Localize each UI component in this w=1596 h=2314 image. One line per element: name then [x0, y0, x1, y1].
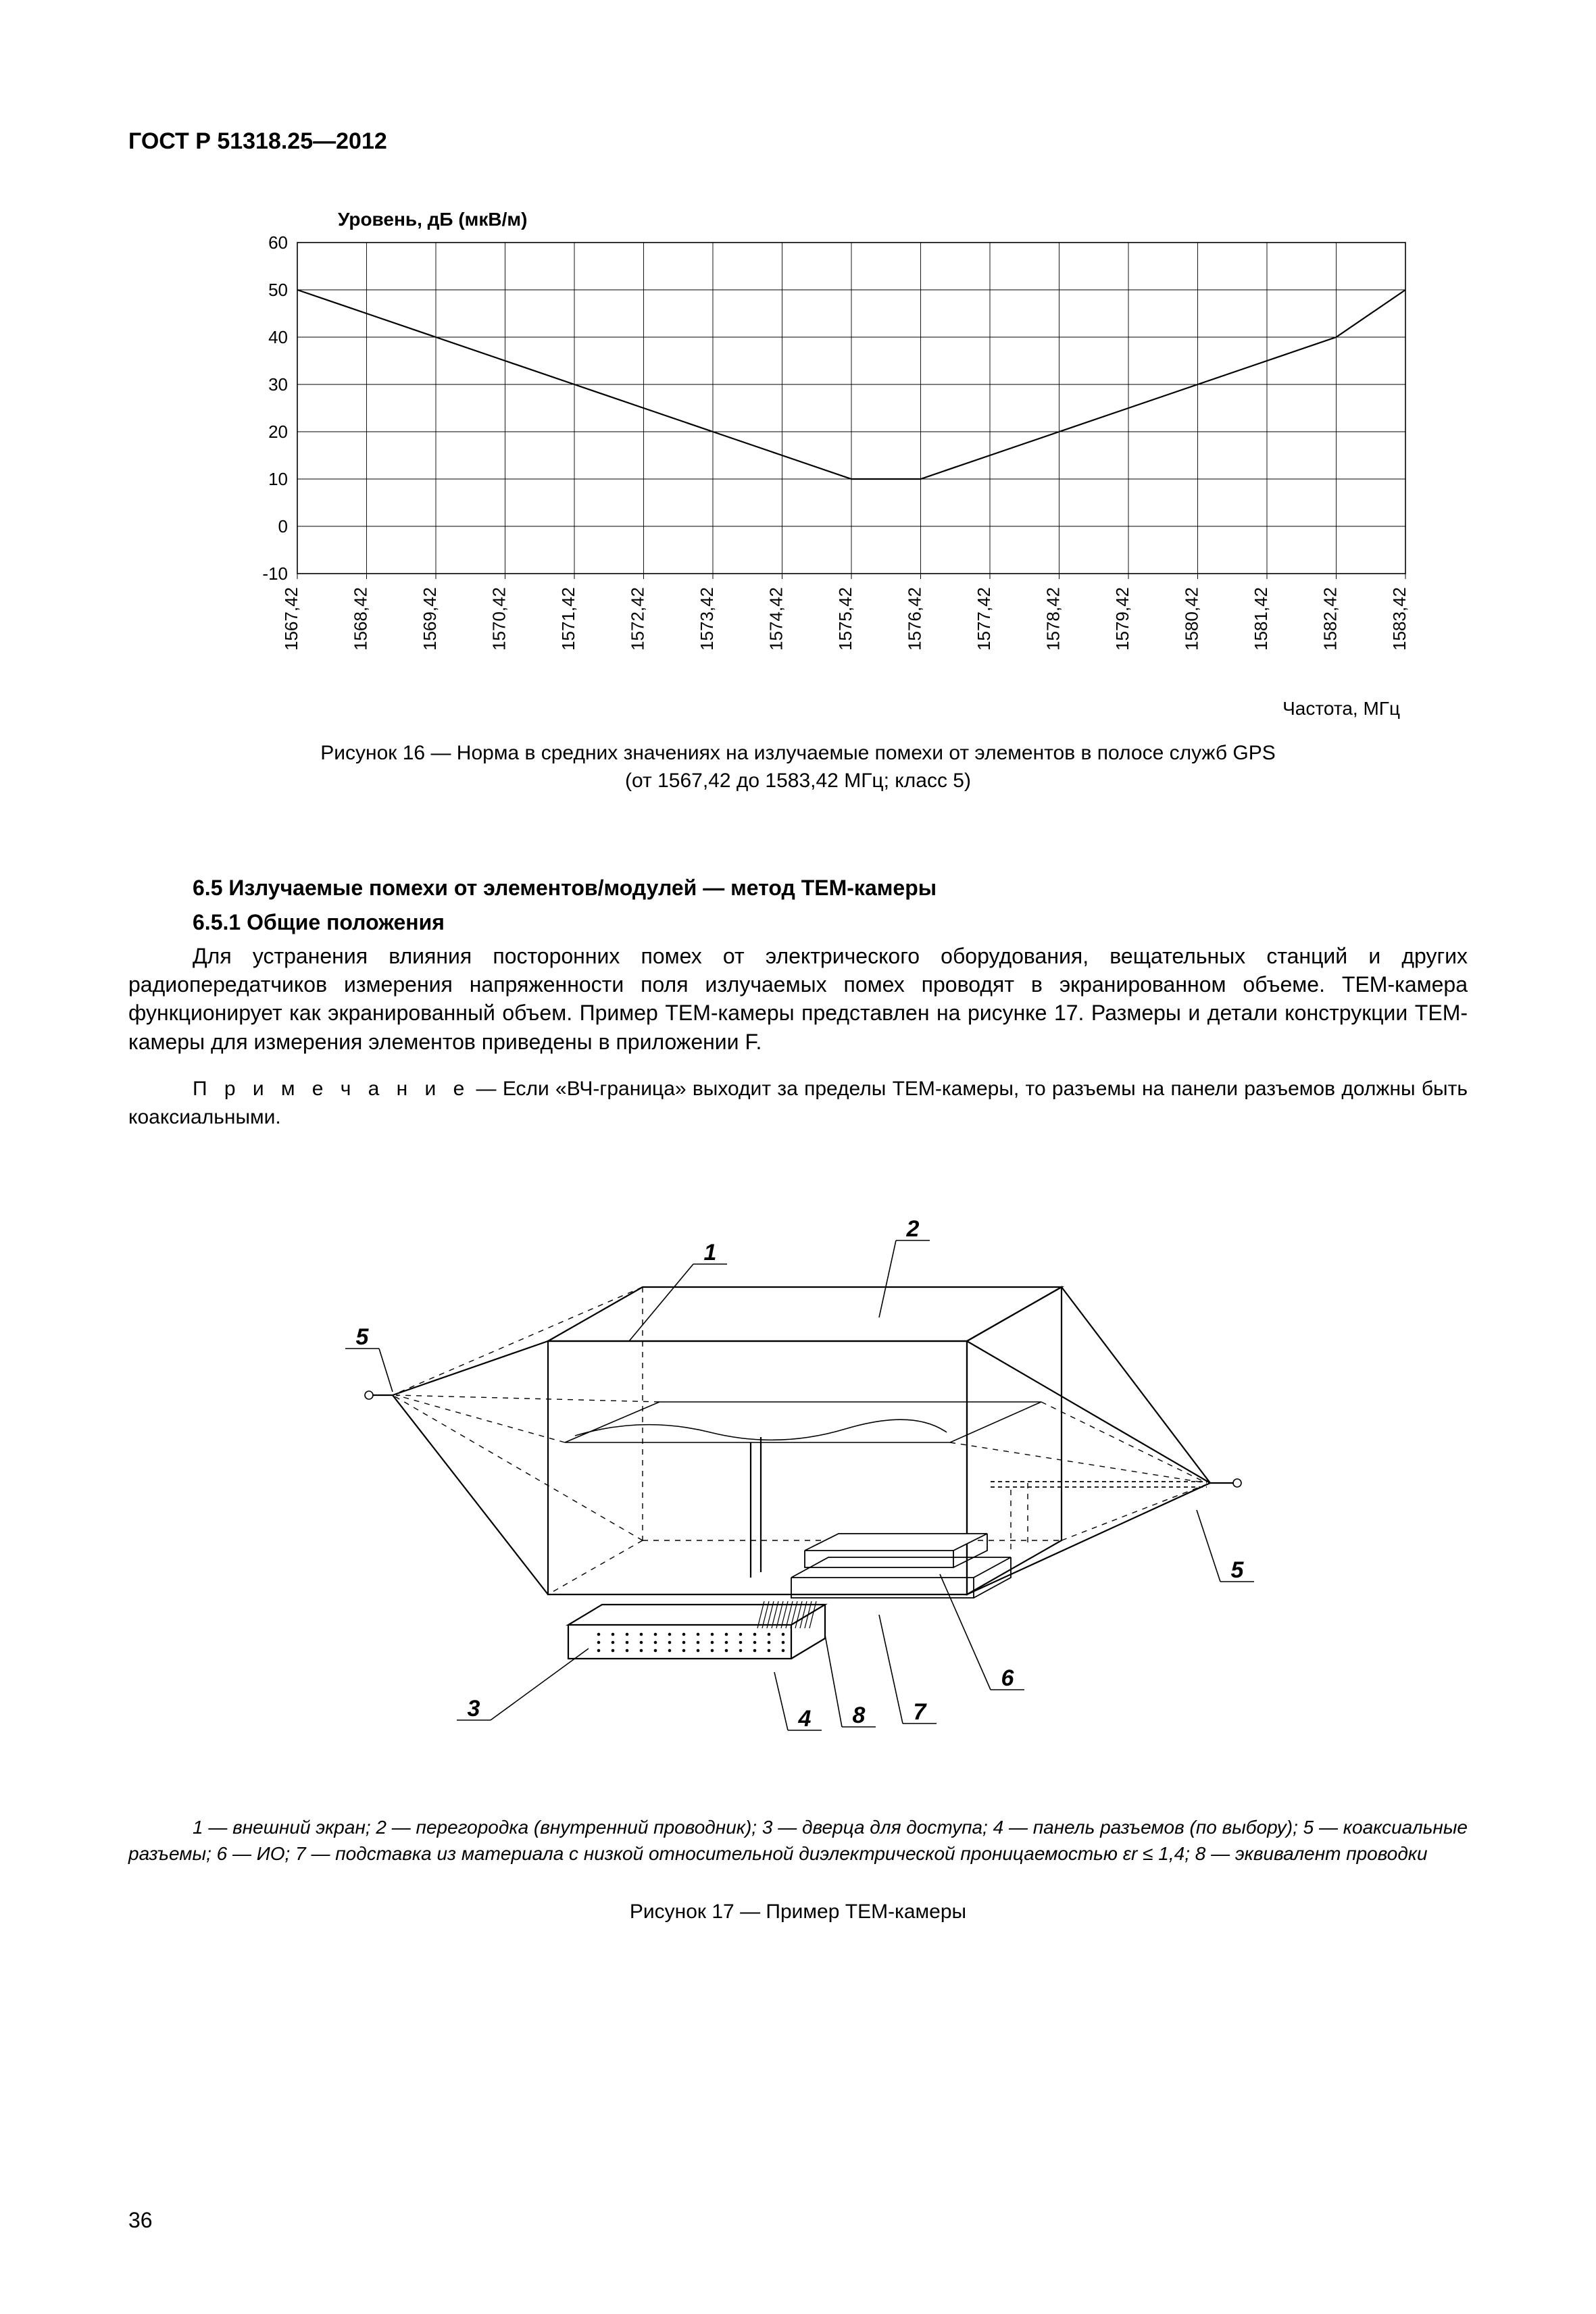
svg-text:1580,42: 1580,42 — [1182, 587, 1202, 651]
svg-text:50: 50 — [268, 280, 288, 300]
svg-text:1576,42: 1576,42 — [905, 587, 925, 651]
svg-text:1583,42: 1583,42 — [1389, 587, 1410, 651]
chart-figure-16: Уровень, дБ (мкВ/м) -10 0 10 20 30 40 50 60 1567… — [223, 209, 1468, 720]
svg-text:40: 40 — [268, 327, 288, 347]
figure-17-legend: 1 — внешний экран; 2 — перегородка (внут… — [128, 1814, 1468, 1867]
svg-text:3: 3 — [468, 1696, 480, 1721]
subsection-heading-6-5-1: 6.5.1 Общие положения — [193, 910, 1468, 935]
body-paragraph: Для устранения влияния посторонних помех… — [128, 942, 1468, 1056]
svg-text:1573,42: 1573,42 — [697, 587, 717, 651]
section-heading-6-5: 6.5 Излучаемые помехи от элементов/модул… — [193, 876, 1468, 901]
page-number: 36 — [128, 2208, 153, 2233]
svg-text:1578,42: 1578,42 — [1043, 587, 1064, 651]
note-paragraph: П р и м е ч а н и е — Если «ВЧ-граница» … — [128, 1075, 1468, 1132]
svg-text:-10: -10 — [262, 563, 288, 584]
svg-text:6: 6 — [1001, 1665, 1015, 1691]
svg-text:1570,42: 1570,42 — [489, 587, 509, 651]
svg-text:5: 5 — [356, 1324, 370, 1350]
svg-text:1574,42: 1574,42 — [766, 587, 787, 651]
svg-text:4: 4 — [798, 1706, 812, 1732]
svg-text:5: 5 — [1231, 1557, 1245, 1583]
chart-y-axis-title: Уровень, дБ (мкВ/м) — [338, 209, 1468, 230]
svg-text:1567,42: 1567,42 — [281, 587, 301, 651]
document-header: ГОСТ Р 51318.25—2012 — [128, 128, 1468, 155]
svg-text:0: 0 — [278, 516, 288, 536]
svg-text:1571,42: 1571,42 — [558, 587, 578, 651]
svg-text:2: 2 — [906, 1216, 920, 1242]
svg-text:1568,42: 1568,42 — [351, 587, 371, 651]
figure-17-diagram: 1 2 5 5 3 4 6 7 8 — [128, 1199, 1468, 1797]
svg-text:1572,42: 1572,42 — [628, 587, 648, 651]
note-lead: П р и м е ч а н и е — [193, 1078, 470, 1100]
svg-text:1575,42: 1575,42 — [835, 587, 855, 651]
chart-x-axis-title: Частота, МГц — [223, 698, 1400, 720]
figure16-caption-line1: Рисунок 16 — Норма в средних значениях н… — [320, 742, 1275, 764]
svg-text:1581,42: 1581,42 — [1251, 587, 1271, 651]
svg-text:1569,42: 1569,42 — [420, 587, 440, 651]
figure16-caption-line2: (от 1567,42 до 1583,42 МГц; класс 5) — [625, 770, 971, 792]
svg-text:30: 30 — [268, 374, 288, 395]
svg-text:1579,42: 1579,42 — [1112, 587, 1132, 651]
figure17-caption: Рисунок 17 — Пример ТЕМ-камеры — [128, 1901, 1468, 1923]
svg-text:1: 1 — [704, 1240, 717, 1265]
chart-svg: -10 0 10 20 30 40 50 60 1567,42 1568,42 1569,42 157… — [223, 236, 1453, 695]
svg-text:8: 8 — [853, 1703, 866, 1728]
svg-text:1582,42: 1582,42 — [1320, 587, 1341, 651]
diagram-svg: 1 2 5 5 3 4 6 7 8 — [291, 1199, 1305, 1794]
legend-text: 1 — внешний экран; 2 — перегородка (внут… — [128, 1817, 1468, 1864]
svg-text:10: 10 — [268, 469, 288, 489]
svg-text:20: 20 — [268, 422, 288, 442]
svg-text:1577,42: 1577,42 — [974, 587, 994, 651]
svg-text:7: 7 — [914, 1699, 928, 1725]
svg-text:60: 60 — [268, 236, 288, 253]
